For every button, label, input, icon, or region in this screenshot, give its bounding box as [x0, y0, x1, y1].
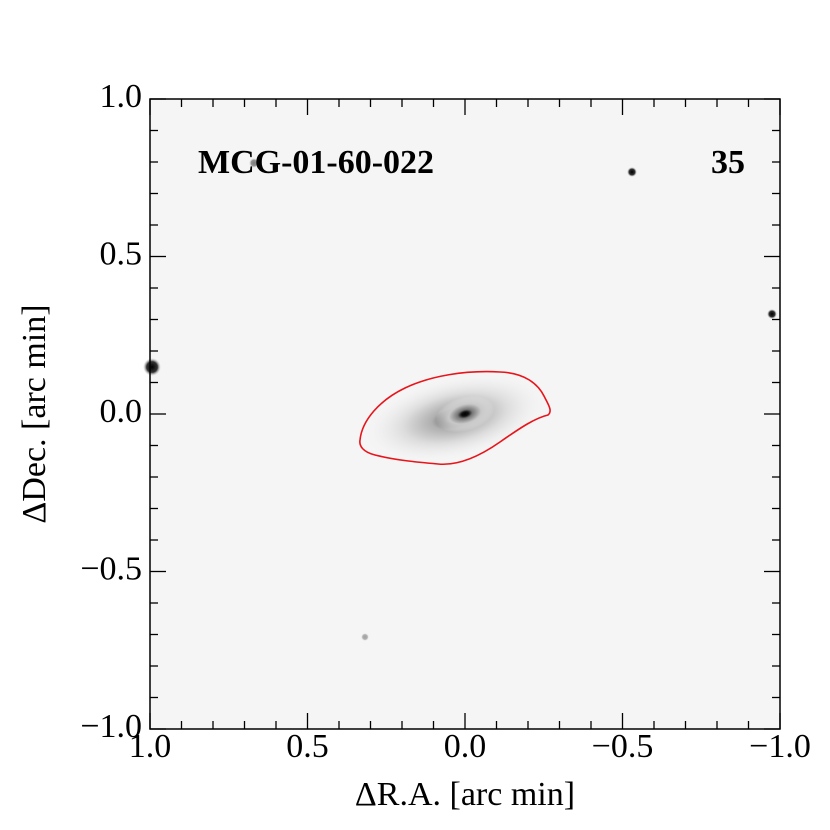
galaxy-name: MCG-01-60-022: [198, 144, 434, 181]
y-tick-label: −1.0: [80, 708, 142, 745]
isophote-contour: [359, 370, 551, 466]
x-tick-label: 1.0: [129, 728, 172, 765]
x-tick-label: −0.5: [592, 728, 654, 765]
x-tick-label: 0.5: [286, 728, 329, 765]
panel-number: 35: [711, 144, 745, 181]
x-tick-label: 0.0: [444, 728, 487, 765]
x-tick-label: −1.0: [749, 728, 811, 765]
y-tick-label: 0.0: [100, 393, 143, 430]
y-tick-label: 1.0: [100, 78, 143, 115]
y-tick-label: −0.5: [80, 550, 142, 587]
x-axis-label: ΔR.A. [arc min]: [355, 776, 575, 813]
y-axis-label: ΔDec. [arc min]: [16, 304, 53, 523]
y-tick-label: 0.5: [100, 235, 143, 272]
